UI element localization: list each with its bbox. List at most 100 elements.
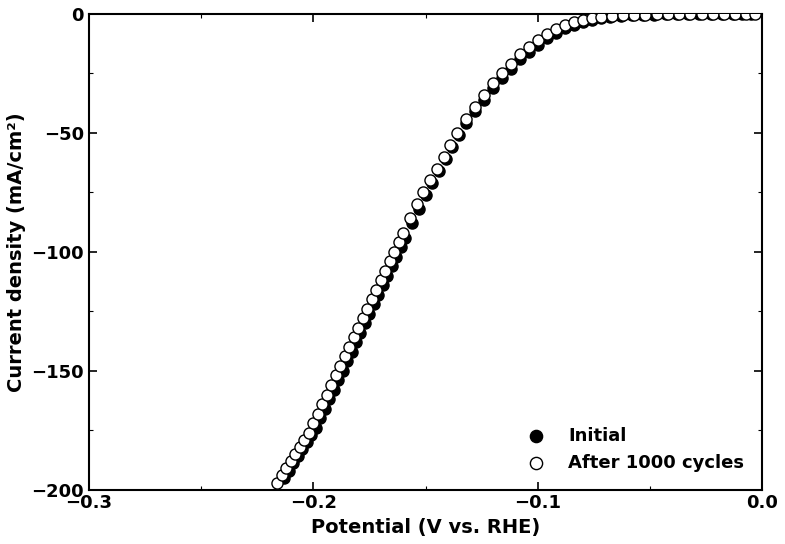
After 1000 cycles — [444, 140, 457, 149]
Initial — [291, 452, 304, 461]
Initial — [558, 24, 571, 33]
After 1000 cycles — [477, 90, 490, 99]
After 1000 cycles — [706, 10, 719, 18]
After 1000 cycles — [651, 10, 663, 18]
After 1000 cycles — [540, 30, 553, 39]
After 1000 cycles — [361, 305, 374, 313]
After 1000 cycles — [343, 343, 356, 351]
Initial — [523, 48, 535, 57]
Initial — [540, 33, 553, 42]
After 1000 cycles — [568, 18, 580, 27]
After 1000 cycles — [312, 409, 324, 418]
After 1000 cycles — [430, 164, 443, 173]
Initial — [345, 347, 358, 356]
After 1000 cycles — [397, 228, 410, 237]
Initial — [603, 13, 615, 21]
After 1000 cycles — [531, 36, 544, 45]
Initial — [283, 466, 295, 475]
After 1000 cycles — [307, 419, 319, 428]
After 1000 cycles — [513, 50, 526, 59]
After 1000 cycles — [717, 10, 730, 18]
After 1000 cycles — [325, 381, 338, 390]
After 1000 cycles — [437, 152, 450, 161]
Initial — [505, 64, 517, 73]
Initial — [704, 10, 717, 18]
Initial — [377, 281, 389, 289]
Initial — [670, 10, 683, 18]
After 1000 cycles — [729, 10, 742, 18]
After 1000 cycles — [383, 257, 396, 265]
After 1000 cycles — [460, 114, 473, 123]
After 1000 cycles — [392, 238, 405, 246]
After 1000 cycles — [594, 13, 607, 21]
Initial — [399, 233, 411, 242]
Y-axis label: Current density (mA/cm²): Current density (mA/cm²) — [7, 112, 26, 392]
Initial — [495, 74, 508, 83]
Initial — [349, 338, 362, 347]
Initial — [693, 10, 706, 18]
After 1000 cycles — [302, 428, 315, 437]
After 1000 cycles — [280, 464, 293, 473]
After 1000 cycles — [424, 176, 436, 185]
Initial — [626, 11, 638, 20]
Initial — [336, 366, 349, 375]
After 1000 cycles — [352, 324, 364, 332]
After 1000 cycles — [639, 10, 652, 19]
After 1000 cycles — [374, 276, 387, 285]
After 1000 cycles — [366, 295, 378, 304]
Initial — [406, 219, 418, 227]
Initial — [301, 438, 313, 447]
After 1000 cycles — [294, 442, 306, 451]
After 1000 cycles — [605, 11, 618, 20]
Initial — [318, 404, 330, 413]
After 1000 cycles — [523, 43, 535, 52]
After 1000 cycles — [348, 333, 360, 342]
After 1000 cycles — [379, 267, 392, 275]
Initial — [309, 423, 322, 432]
After 1000 cycles — [586, 14, 598, 23]
Initial — [513, 55, 526, 64]
After 1000 cycles — [289, 449, 301, 458]
Initial — [359, 319, 371, 327]
Initial — [460, 119, 473, 128]
Initial — [413, 205, 425, 213]
Initial — [278, 473, 290, 482]
After 1000 cycles — [356, 314, 369, 323]
Initial — [637, 11, 649, 20]
After 1000 cycles — [550, 25, 562, 34]
After 1000 cycles — [411, 200, 423, 208]
Initial — [287, 459, 299, 468]
Initial — [440, 154, 452, 163]
Initial — [354, 329, 367, 337]
Initial — [586, 16, 598, 24]
Initial — [736, 10, 748, 18]
After 1000 cycles — [662, 10, 674, 18]
Initial — [341, 357, 353, 366]
Initial — [745, 10, 758, 18]
Initial — [332, 376, 345, 385]
After 1000 cycles — [330, 371, 342, 380]
X-axis label: Potential (V vs. RHE): Potential (V vs. RHE) — [311, 518, 540, 537]
After 1000 cycles — [334, 362, 346, 370]
After 1000 cycles — [320, 390, 333, 399]
After 1000 cycles — [298, 435, 311, 444]
After 1000 cycles — [285, 457, 298, 466]
Initial — [327, 385, 340, 394]
Initial — [487, 83, 499, 92]
After 1000 cycles — [487, 78, 499, 87]
Initial — [469, 107, 481, 116]
Initial — [323, 395, 335, 404]
After 1000 cycles — [696, 10, 708, 18]
After 1000 cycles — [338, 352, 351, 361]
Initial — [648, 10, 661, 19]
After 1000 cycles — [684, 10, 696, 18]
After 1000 cycles — [628, 10, 641, 19]
Initial — [385, 262, 398, 270]
Initial — [433, 166, 445, 175]
After 1000 cycles — [505, 59, 517, 68]
Initial — [296, 445, 309, 454]
After 1000 cycles — [576, 16, 589, 24]
Initial — [367, 300, 380, 308]
After 1000 cycles — [417, 188, 429, 197]
Initial — [715, 10, 728, 18]
